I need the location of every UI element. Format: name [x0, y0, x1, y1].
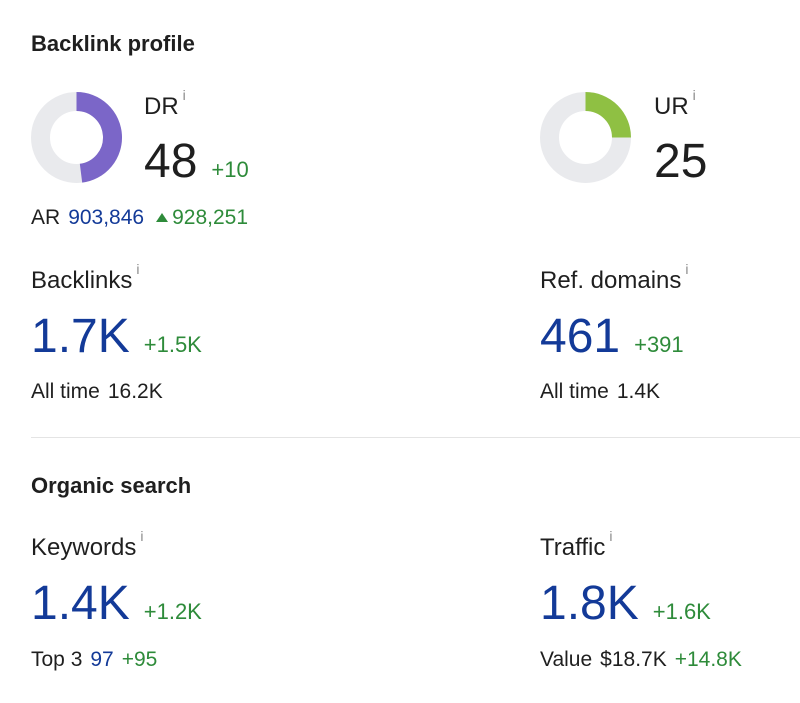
- ref-domains-info-icon[interactable]: i: [685, 261, 689, 277]
- backlinks-all-time-label: All time: [31, 380, 100, 403]
- backlinks-label-wrap: Backlinks i: [31, 261, 140, 295]
- ref-domains-all-time-row: All time 1.4K: [540, 380, 660, 404]
- traffic-value-delta: +14.8K: [674, 648, 742, 671]
- traffic-value-label: Value: [540, 648, 593, 671]
- keywords-info-icon[interactable]: i: [140, 528, 144, 544]
- dr-label: DR: [144, 93, 179, 120]
- ar-row: AR 903,846 928,251: [31, 206, 248, 230]
- traffic-info-icon[interactable]: i: [609, 528, 613, 544]
- backlinks-label: Backlinks: [31, 267, 133, 294]
- dr-value: 48: [144, 135, 198, 188]
- ur-label: UR: [654, 93, 689, 120]
- traffic-label-wrap: Traffic i: [540, 528, 612, 562]
- backlinks-all-time-value: 16.2K: [107, 380, 163, 403]
- traffic-value-row-sub: Value $18.7K +14.8K: [540, 648, 742, 672]
- traffic-value-row: 1.8K +1.6K: [540, 580, 711, 628]
- keywords-top3-delta: +95: [121, 648, 158, 671]
- keywords-delta: +1.2K: [143, 599, 202, 624]
- traffic-value-amount: $18.7K: [600, 648, 667, 671]
- dr-delta: +10: [211, 157, 249, 182]
- backlinks-value-row: 1.7K +1.5K: [31, 313, 202, 361]
- dr-value-row: 48 +10: [144, 138, 249, 186]
- keywords-top3-label: Top 3: [31, 648, 83, 671]
- keywords-top3-value[interactable]: 97: [90, 648, 114, 671]
- ref-domains-all-time-label: All time: [540, 380, 609, 403]
- traffic-delta: +1.6K: [652, 599, 711, 624]
- ref-domains-all-time-value: 1.4K: [616, 380, 661, 403]
- ur-info-icon[interactable]: i: [692, 87, 696, 103]
- ur-value: 25: [654, 135, 708, 188]
- keywords-label-wrap: Keywords i: [31, 528, 144, 562]
- keywords-top3-row: Top 3 97 +95: [31, 648, 157, 672]
- keywords-value[interactable]: 1.4K: [31, 577, 130, 630]
- ref-domains-label-wrap: Ref. domains i: [540, 261, 689, 295]
- section-title-backlink-profile: Backlink profile: [31, 31, 195, 56]
- keywords-label: Keywords: [31, 534, 137, 561]
- ar-change: 928,251: [172, 206, 249, 229]
- dr-label-wrap: DR i: [144, 87, 186, 121]
- ur-donut-fill: [584, 92, 631, 139]
- ref-domains-delta: +391: [634, 332, 684, 357]
- backlinks-all-time-row: All time 16.2K: [31, 380, 163, 404]
- dr-donut-chart: [31, 92, 122, 183]
- ref-domains-value[interactable]: 461: [540, 310, 621, 363]
- section-title-organic-search: Organic search: [31, 473, 192, 498]
- backlinks-delta: +1.5K: [143, 332, 202, 357]
- backlinks-info-icon[interactable]: i: [136, 261, 140, 277]
- dr-donut-fill: [75, 92, 122, 183]
- backlinks-value[interactable]: 1.7K: [31, 310, 130, 363]
- ar-label: AR: [31, 206, 61, 229]
- ref-domains-value-row: 461 +391: [540, 313, 684, 361]
- section-divider: [31, 437, 800, 438]
- ref-domains-label: Ref. domains: [540, 267, 682, 294]
- up-arrow-icon: [156, 213, 169, 222]
- keywords-value-row: 1.4K +1.2K: [31, 580, 202, 628]
- dr-info-icon[interactable]: i: [182, 87, 186, 103]
- traffic-value[interactable]: 1.8K: [540, 577, 639, 630]
- ur-value-row: 25: [654, 138, 707, 186]
- ur-label-wrap: UR i: [654, 87, 696, 121]
- ur-donut-chart: [540, 92, 631, 183]
- ar-value[interactable]: 903,846: [68, 206, 145, 229]
- traffic-label: Traffic: [540, 534, 606, 561]
